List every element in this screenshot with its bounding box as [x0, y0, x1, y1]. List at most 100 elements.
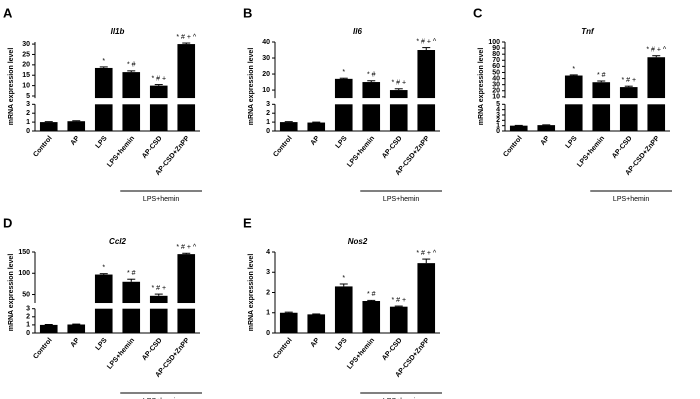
- y-tick-label: 4: [496, 106, 500, 113]
- y-tick-label: 60: [492, 63, 500, 70]
- panel-letter: E: [243, 215, 252, 230]
- bar: [362, 301, 381, 333]
- x-tick-label: Control: [272, 337, 293, 361]
- y-tick-label: 3: [26, 306, 30, 313]
- y-tick-label: 70: [492, 57, 500, 64]
- bar: [149, 295, 168, 333]
- y-tick-label: 2: [26, 314, 30, 321]
- y-tick-label: 5: [26, 93, 30, 100]
- y-tick-label: 0: [496, 128, 500, 135]
- x-tick-label: LPS+hemin: [346, 135, 376, 169]
- x-tick-label: AP-CSD: [141, 337, 164, 362]
- x-tick-label: AP: [70, 337, 82, 349]
- y-tick-label: 2: [266, 289, 270, 296]
- y-tick-label: 30: [492, 82, 500, 89]
- x-tick-label: AP-CSD: [611, 135, 634, 160]
- axis-break: [506, 98, 671, 105]
- y-tick-label: 40: [492, 75, 500, 82]
- bar: [389, 90, 408, 131]
- x-tick-label: AP: [540, 135, 552, 147]
- bar: [334, 286, 353, 333]
- group-label: LPS+hemin: [613, 196, 649, 203]
- significance-label: * # + ^: [416, 250, 437, 257]
- y-tick-label: 2: [496, 117, 500, 124]
- significance-label: * # + ^: [416, 38, 437, 45]
- bar: [307, 122, 326, 131]
- significance-label: * # + ^: [176, 34, 197, 41]
- significance-label: *: [572, 66, 575, 73]
- x-tick-label: AP-CSD: [381, 135, 404, 160]
- significance-label: *: [342, 275, 345, 282]
- significance-label: * #: [127, 270, 136, 277]
- x-tick-label: AP-CSD: [141, 135, 164, 160]
- group-label: LPS+hemin: [143, 196, 179, 203]
- y-tick-label: 100: [18, 270, 30, 277]
- y-tick-label: 0: [266, 128, 270, 135]
- significance-label: * # +: [391, 80, 406, 87]
- bar: [417, 50, 436, 132]
- y-tick-label: 20: [262, 71, 270, 78]
- significance-label: * # +: [151, 75, 166, 82]
- y-tick-label: 10: [22, 82, 30, 89]
- group-label: LPS+hemin: [143, 398, 179, 399]
- significance-label: * # + ^: [176, 244, 197, 251]
- y-tick-label: 4: [266, 249, 270, 256]
- x-tick-label: LPS+hemin: [106, 337, 136, 371]
- bar: [149, 85, 168, 131]
- x-tick-label: Control: [502, 135, 523, 159]
- y-tick-label: 3: [26, 101, 30, 108]
- y-axis-label: mRNA expression level: [478, 48, 485, 126]
- y-tick-label: 3: [266, 101, 270, 108]
- bar: [509, 125, 528, 131]
- bar: [177, 44, 196, 131]
- y-tick-label: 3: [266, 269, 270, 276]
- x-tick-label: AP: [310, 337, 322, 349]
- bar: [279, 312, 298, 333]
- y-tick-label: 80: [492, 51, 500, 58]
- y-tick-label: 20: [492, 88, 500, 95]
- y-tick-label: 1: [26, 119, 30, 126]
- axis-break: [36, 98, 201, 105]
- significance-label: *: [102, 265, 105, 272]
- y-tick-label: 30: [22, 41, 30, 48]
- y-tick-label: 0: [26, 330, 30, 337]
- y-tick-label: 15: [22, 72, 30, 79]
- bar: [389, 306, 408, 333]
- y-tick-label: 2: [266, 110, 270, 117]
- bar: [279, 122, 298, 131]
- y-tick-label: 0: [266, 330, 270, 337]
- x-tick-label: LPS: [335, 337, 349, 352]
- significance-label: * # +: [151, 285, 166, 292]
- bar: [39, 122, 58, 131]
- x-tick-label: Control: [32, 135, 53, 159]
- y-tick-label: 50: [492, 69, 500, 76]
- bar: [67, 121, 86, 131]
- bar: [417, 263, 436, 333]
- x-tick-label: LPS+hemin: [106, 135, 136, 169]
- bar: [177, 254, 196, 333]
- y-tick-label: 2: [26, 110, 30, 117]
- x-tick-label: AP: [70, 135, 82, 147]
- axis-break: [36, 303, 201, 309]
- significance-label: * #: [127, 62, 136, 69]
- bar: [592, 82, 611, 131]
- y-tick-label: 10: [262, 87, 270, 94]
- y-tick-label: 1: [266, 310, 270, 317]
- x-tick-label: LPS+hemin: [346, 337, 376, 371]
- panel-letter: D: [3, 215, 12, 230]
- x-tick-label: LPS: [565, 135, 579, 150]
- x-tick-label: AP-CSD: [381, 337, 404, 362]
- panel-letter: B: [243, 5, 252, 20]
- significance-label: *: [102, 58, 105, 65]
- y-tick-label: 0: [26, 128, 30, 135]
- y-axis-label: mRNA expression level: [8, 48, 15, 126]
- chart-title: Tnf: [581, 27, 595, 36]
- y-tick-label: 1: [26, 322, 30, 329]
- y-tick-label: 20: [22, 62, 30, 69]
- significance-label: *: [342, 69, 345, 76]
- x-tick-label: AP: [310, 135, 322, 147]
- y-tick-label: 3: [496, 112, 500, 119]
- x-tick-label: LPS: [95, 135, 109, 150]
- chart-title: Il1b: [111, 27, 125, 36]
